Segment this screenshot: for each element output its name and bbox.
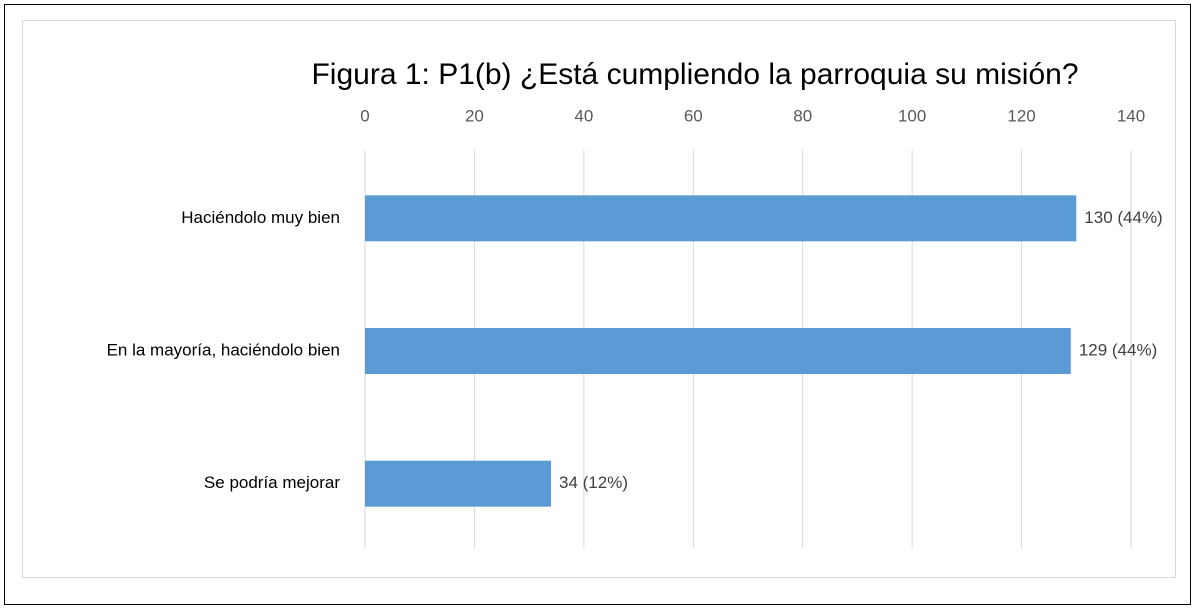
value-label: 130 (44%)	[1084, 208, 1162, 227]
value-label: 34 (12%)	[559, 473, 628, 492]
x-tick-label: 40	[574, 106, 593, 125]
value-label: 129 (44%)	[1079, 340, 1157, 359]
x-tick-label: 100	[898, 106, 926, 125]
x-tick-label: 140	[1117, 106, 1145, 125]
bar	[365, 328, 1071, 374]
bar	[365, 460, 552, 507]
x-tick-label: 120	[1007, 106, 1035, 125]
x-tick-label: 60	[684, 106, 703, 125]
category-label: Se podría mejorar	[204, 473, 340, 492]
chart-frame	[22, 20, 1176, 578]
category-label: En la mayoría, haciéndolo bien	[107, 340, 340, 359]
chart-title: Figura 1: P1(b) ¿Está cumpliendo la parr…	[311, 58, 1078, 91]
x-tick-label: 0	[360, 106, 369, 125]
x-tick-label: 80	[793, 106, 812, 125]
bar	[365, 195, 1077, 242]
category-label: Haciéndolo muy bien	[181, 208, 340, 227]
x-tick-label: 20	[465, 106, 484, 125]
